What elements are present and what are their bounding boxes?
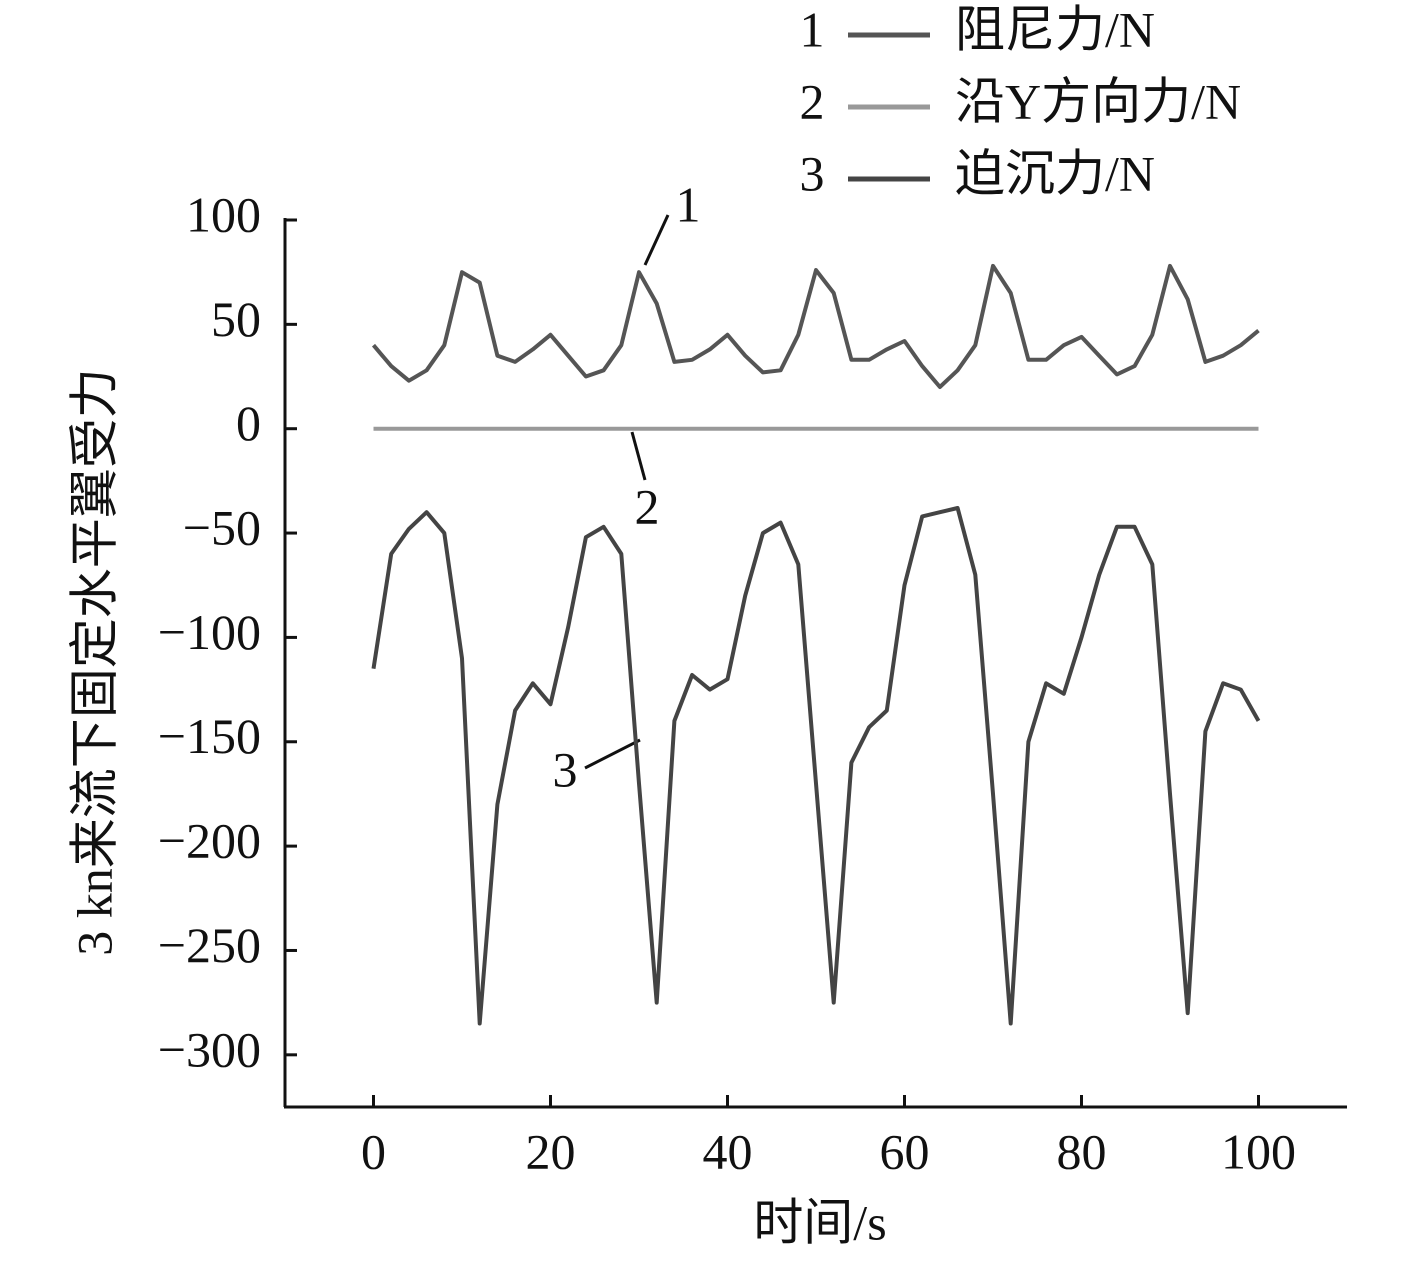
y-axis-label: 3 kn来流下固定水平翼受力 [66,368,122,956]
legend-label: 迫沉力/N [955,145,1155,201]
x-tick-label: 100 [1221,1123,1296,1179]
annotation-leader [643,214,670,266]
annotation-leader [584,738,641,770]
x-tick-label: 80 [1057,1123,1107,1179]
y-tick-label: −100 [158,604,261,660]
legend-number: 1 [800,1,825,57]
x-tick-label: 20 [526,1123,576,1179]
x-tick-label: 60 [880,1123,930,1179]
y-tick-label: −250 [158,917,261,973]
annotation-leader [630,431,647,481]
legend-label: 沿Y方向力/N [955,73,1241,129]
y-tick-label: 50 [211,291,261,347]
y-tick-label: −200 [158,813,261,869]
legend-label: 阻尼力/N [955,1,1155,57]
x-tick-label: 40 [703,1123,753,1179]
legend-number: 2 [800,73,825,129]
y-tick-label: −50 [183,500,261,556]
y-tick-label: −150 [158,708,261,764]
annotation: 3 [553,741,578,797]
x-tick-label: 0 [361,1123,386,1179]
annotation: 1 [676,176,701,232]
x-axis-label: 时间/s [753,1194,886,1250]
y-tick-label: 0 [236,395,261,451]
legend-number: 3 [800,145,825,201]
y-tick-label: −300 [158,1021,261,1077]
annotation: 2 [635,478,660,534]
y-tick-label: 100 [186,186,261,242]
series-line [371,506,1261,1026]
series-line [371,263,1260,389]
